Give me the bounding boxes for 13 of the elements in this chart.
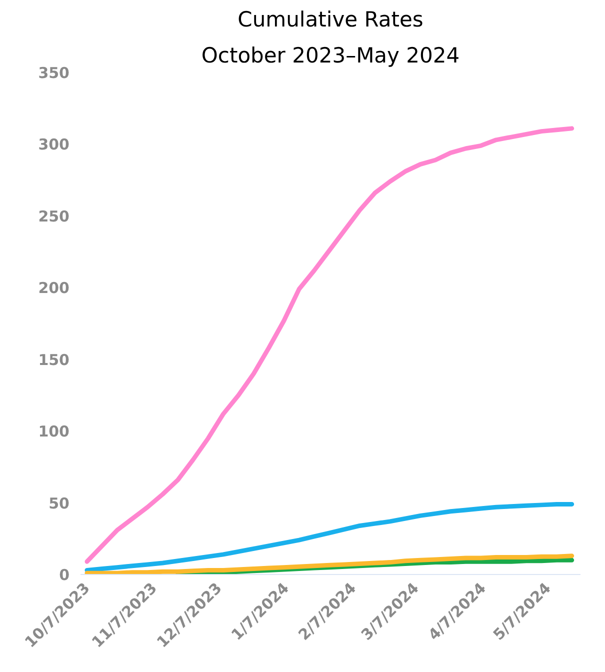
y-tick-label: 350 <box>38 64 70 82</box>
line-series <box>84 502 574 572</box>
y-tick-label: 250 <box>38 207 70 226</box>
y-tick-label: 300 <box>38 136 70 154</box>
y-tick-label: 50 <box>48 494 70 512</box>
line-series <box>84 554 574 574</box>
y-tick-label: 200 <box>38 279 70 298</box>
chart-subtitle: October 2023–May 2024 <box>201 44 460 68</box>
y-tick-label: 0 <box>59 566 70 584</box>
chart-title: Cumulative Rates <box>238 8 424 32</box>
y-tick-label: 150 <box>38 350 70 369</box>
line-series <box>84 126 574 564</box>
y-tick-label: 100 <box>38 422 70 441</box>
